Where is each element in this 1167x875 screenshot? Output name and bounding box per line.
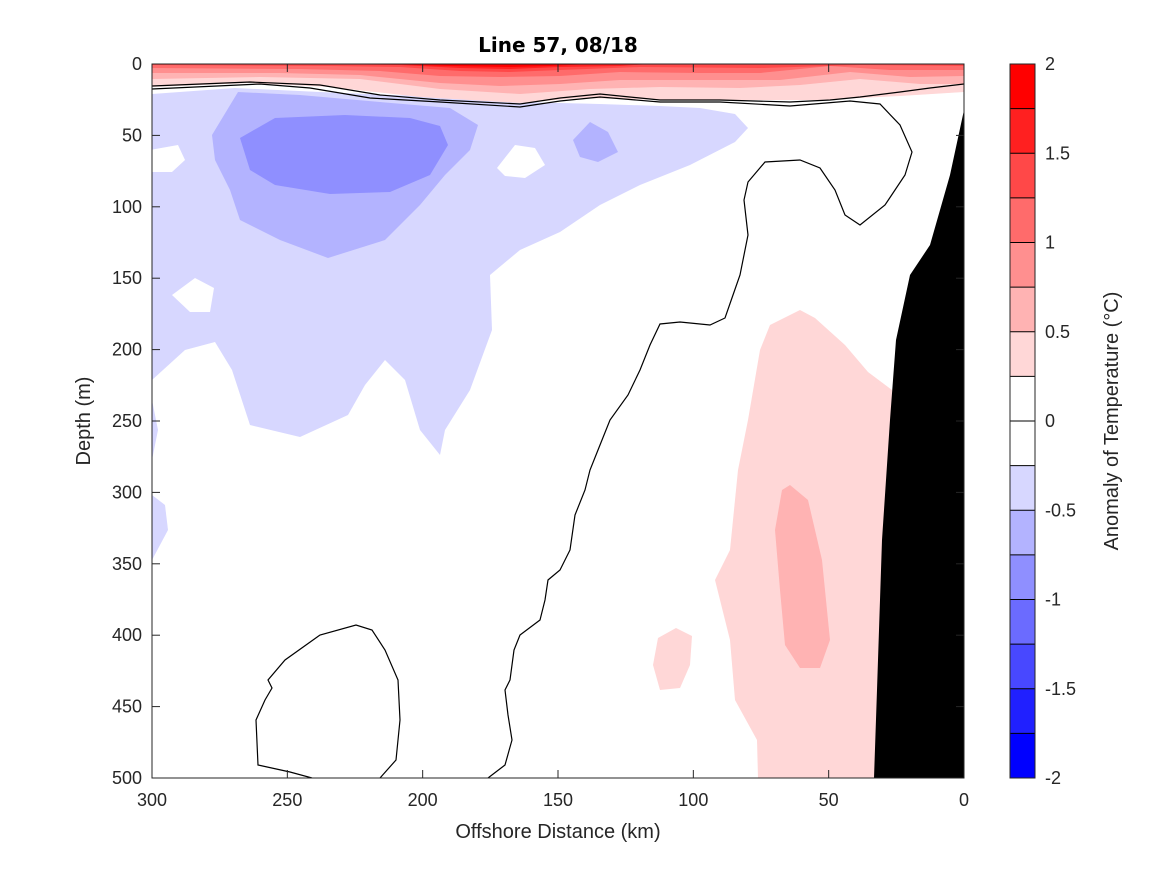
colorbar-segment	[1010, 733, 1035, 779]
y-axis-title: Depth (m)	[73, 377, 95, 466]
colorbar-title: Anomaly of Temperature (°C)	[1101, 292, 1123, 551]
colorbar-tick-label: 1.5	[1045, 143, 1070, 163]
y-tick-label: 200	[112, 340, 142, 360]
colorbar-segment	[1010, 64, 1035, 110]
colorbar-tick-label: 0.5	[1045, 322, 1070, 342]
colorbar-tick-label: -1.5	[1045, 679, 1076, 699]
colorbar	[1010, 64, 1035, 779]
white-hole-1	[152, 145, 185, 172]
y-tick-label: 450	[112, 697, 142, 717]
colorbar-segment	[1010, 510, 1035, 556]
colorbar-segment	[1010, 376, 1035, 422]
surface-warm-band-7	[385, 64, 590, 67]
zero-contour-surface-upper	[152, 81, 964, 105]
x-tick-label: 200	[408, 790, 438, 810]
colorbar-frame	[1009, 63, 1036, 779]
x-axis-title: Offshore Distance (km)	[455, 821, 660, 843]
y-tick-label: 400	[112, 625, 142, 645]
x-axis-ticks: 300 250 200 150 100 50 0	[137, 64, 969, 810]
colorbar-segment	[1010, 421, 1035, 467]
cold-core-inner	[240, 115, 448, 194]
x-tick-label: 150	[543, 790, 573, 810]
colorbar-tick-label: 2	[1045, 54, 1055, 74]
y-tick-label: 0	[132, 54, 142, 74]
cool-patch-left-mid	[152, 400, 158, 460]
colorbar-segment	[1010, 554, 1035, 600]
zero-contour-deep-lobe	[255, 624, 401, 778]
x-tick-label: 100	[678, 790, 708, 810]
white-hole-2	[172, 278, 214, 312]
chart-title: Line 57, 08/18	[478, 33, 638, 57]
colorbar-segment	[1010, 242, 1035, 288]
colorbar-segment	[1010, 108, 1035, 154]
y-tick-label: 300	[112, 482, 142, 502]
y-tick-label: 250	[112, 411, 142, 431]
y-tick-label: 150	[112, 268, 142, 288]
x-tick-label: 50	[819, 790, 839, 810]
y-tick-label: 350	[112, 554, 142, 574]
zero-contours	[152, 81, 964, 778]
colorbar-segment	[1010, 197, 1035, 243]
colorbar-tick-label: 1	[1045, 233, 1055, 253]
y-tick-label: 100	[112, 197, 142, 217]
colorbar-ticks: 2 1.5 1 0.5 0 -0.5 -1 -1.5 -2	[1045, 54, 1076, 788]
x-tick-label: 0	[959, 790, 969, 810]
colorbar-segment	[1010, 287, 1035, 333]
land-shelf-mask	[874, 110, 964, 778]
cool-patch-small	[573, 122, 618, 162]
colorbar-segment	[1010, 153, 1035, 199]
zero-contour-surface-lower	[152, 83, 913, 778]
y-tick-label: 50	[122, 125, 142, 145]
colorbar-segment	[1010, 688, 1035, 734]
colorbar-segment	[1010, 331, 1035, 377]
colorbar-tick-label: -0.5	[1045, 500, 1076, 520]
colorbar-tick-label: 0	[1045, 411, 1055, 431]
y-axis-ticks: 0 50 100 150 200 250 300 350 400 450 500	[112, 54, 964, 788]
warm-nearshore-core	[775, 485, 830, 668]
x-tick-label: 300	[137, 790, 167, 810]
colorbar-tick-label: -2	[1045, 768, 1061, 788]
colorbar-segment	[1010, 599, 1035, 645]
white-hole-3	[497, 145, 545, 178]
warm-patch-small	[653, 628, 692, 690]
cool-patch-left	[152, 495, 168, 560]
y-tick-label: 500	[112, 768, 142, 788]
colorbar-segment	[1010, 644, 1035, 690]
colorbar-segment	[1010, 465, 1035, 511]
colorbar-tick-label: -1	[1045, 590, 1061, 610]
plot-area	[152, 64, 964, 778]
x-tick-label: 250	[272, 790, 302, 810]
